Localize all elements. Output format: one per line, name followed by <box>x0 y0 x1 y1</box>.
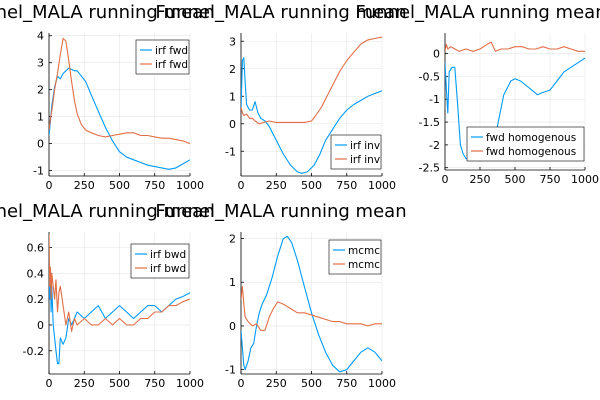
legend-label: fwd homogenous <box>486 146 576 158</box>
legend: irf inv irf inv <box>330 134 382 170</box>
series-line-1 <box>49 247 190 365</box>
y-tick-label: 3 <box>229 35 236 48</box>
y-tick-label: 4 <box>37 30 44 43</box>
series-line-1 <box>49 67 190 170</box>
x-tick-label: 750 <box>336 179 357 192</box>
x-tick-label: 750 <box>144 377 165 390</box>
x-tick-label: 0 <box>442 173 449 186</box>
y-tick-label: -0.5 <box>419 70 440 83</box>
x-tick-label: 750 <box>540 173 561 186</box>
x-tick-label: 500 <box>301 179 322 192</box>
x-tick-label: 750 <box>336 377 357 390</box>
y-tick-label: 0 <box>433 48 440 61</box>
legend-label: irf inv <box>350 140 380 152</box>
x-tick-label: 1000 <box>368 377 396 390</box>
y-tick-label: 0.4 <box>27 267 45 280</box>
legend-label: irf inv <box>350 154 380 166</box>
legend-box <box>135 39 190 75</box>
y-tick-label: 2 <box>229 233 236 246</box>
x-tick-label: 500 <box>109 377 130 390</box>
series-line-1 <box>241 235 382 373</box>
x-tick-label: 0 <box>238 377 245 390</box>
y-tick-label: 1 <box>229 276 236 289</box>
x-tick-label: 1000 <box>368 179 396 192</box>
x-tick-label: 250 <box>74 179 95 192</box>
x-tick-label: 500 <box>505 173 526 186</box>
legend-label: irf fwd <box>155 45 188 57</box>
y-tick-label: 3 <box>37 57 44 70</box>
x-tick-label: 0 <box>238 179 245 192</box>
series-line-2 <box>445 41 585 52</box>
y-tick-label: 0 <box>37 138 44 151</box>
x-tick-label: 1000 <box>176 377 204 390</box>
legend-box <box>130 243 190 279</box>
chart-title: Funnel_MALA running mean <box>355 2 600 23</box>
chart-title: Funnel_MALA running mean <box>155 201 406 222</box>
legend-box <box>328 239 382 275</box>
legend: mcmc mcmc <box>328 239 382 275</box>
x-tick-label: 1000 <box>176 179 204 192</box>
x-tick-label: 500 <box>109 179 130 192</box>
y-tick-label: 2 <box>37 84 44 97</box>
legend: irf fwd irf fwd <box>135 39 190 75</box>
series-line-2 <box>49 37 190 145</box>
series-line-1 <box>241 57 382 174</box>
subplot-3: 0 250 500 750 1000 -2.5 -2 -1.5 -1 -0.5 0 fwd homog… <box>355 2 600 186</box>
y-tick-label: -0.2 <box>23 345 44 358</box>
x-tick-label: 250 <box>470 173 491 186</box>
series-line-2 <box>241 286 382 331</box>
legend-label: irf bwd <box>150 263 186 275</box>
legend: fwd homogenous fwd homogenous <box>466 126 585 162</box>
series-line-2 <box>241 36 382 125</box>
y-tick-label: -1.5 <box>419 116 440 129</box>
y-tick-label: 0 <box>229 320 236 333</box>
chart-title: Funnel_MALA running mean <box>155 2 406 23</box>
x-tick-label: 250 <box>266 377 287 390</box>
x-tick-label: 0 <box>46 377 53 390</box>
y-tick-label: -2 <box>429 139 440 152</box>
y-tick-label: 1 <box>229 90 236 103</box>
y-tick-label: -1 <box>225 145 236 158</box>
legend: irf bwd irf bwd <box>130 243 190 279</box>
x-tick-label: 250 <box>74 377 95 390</box>
x-tick-label: 750 <box>144 179 165 192</box>
x-tick-label: 250 <box>266 179 287 192</box>
y-tick-label: 0 <box>229 118 236 131</box>
legend-label: mcmc <box>348 259 380 271</box>
legend-box <box>466 126 585 162</box>
x-tick-label: 0 <box>46 179 53 192</box>
legend-label: fwd homogenous <box>486 132 576 144</box>
y-tick-label: 0 <box>37 319 44 332</box>
legend-label: irf fwd <box>155 59 188 71</box>
legend-box <box>330 134 382 170</box>
y-tick-label: -1 <box>429 93 440 106</box>
legend-label: irf bwd <box>150 249 186 261</box>
y-tick-label: -1 <box>225 364 236 377</box>
y-tick-label: 1 <box>37 111 44 124</box>
x-tick-label: 1000 <box>571 173 599 186</box>
chart-title: Funnel_MALA running mean <box>0 201 215 222</box>
legend-label: mcmc <box>348 245 380 257</box>
x-tick-label: 500 <box>301 377 322 390</box>
y-tick-label: 2 <box>229 63 236 76</box>
y-tick-label: 0.2 <box>27 293 45 306</box>
chart-title: Funnel_MALA running mean <box>0 2 215 23</box>
y-tick-label: -1 <box>33 165 44 178</box>
y-tick-label: -2.5 <box>419 162 440 175</box>
y-tick-label: 0.6 <box>27 241 45 254</box>
series-line-2 <box>49 234 190 332</box>
subplot-2: 0 250 500 750 1000 -1 0 1 2 3 irf inv irf inv Funnel… <box>155 2 406 192</box>
